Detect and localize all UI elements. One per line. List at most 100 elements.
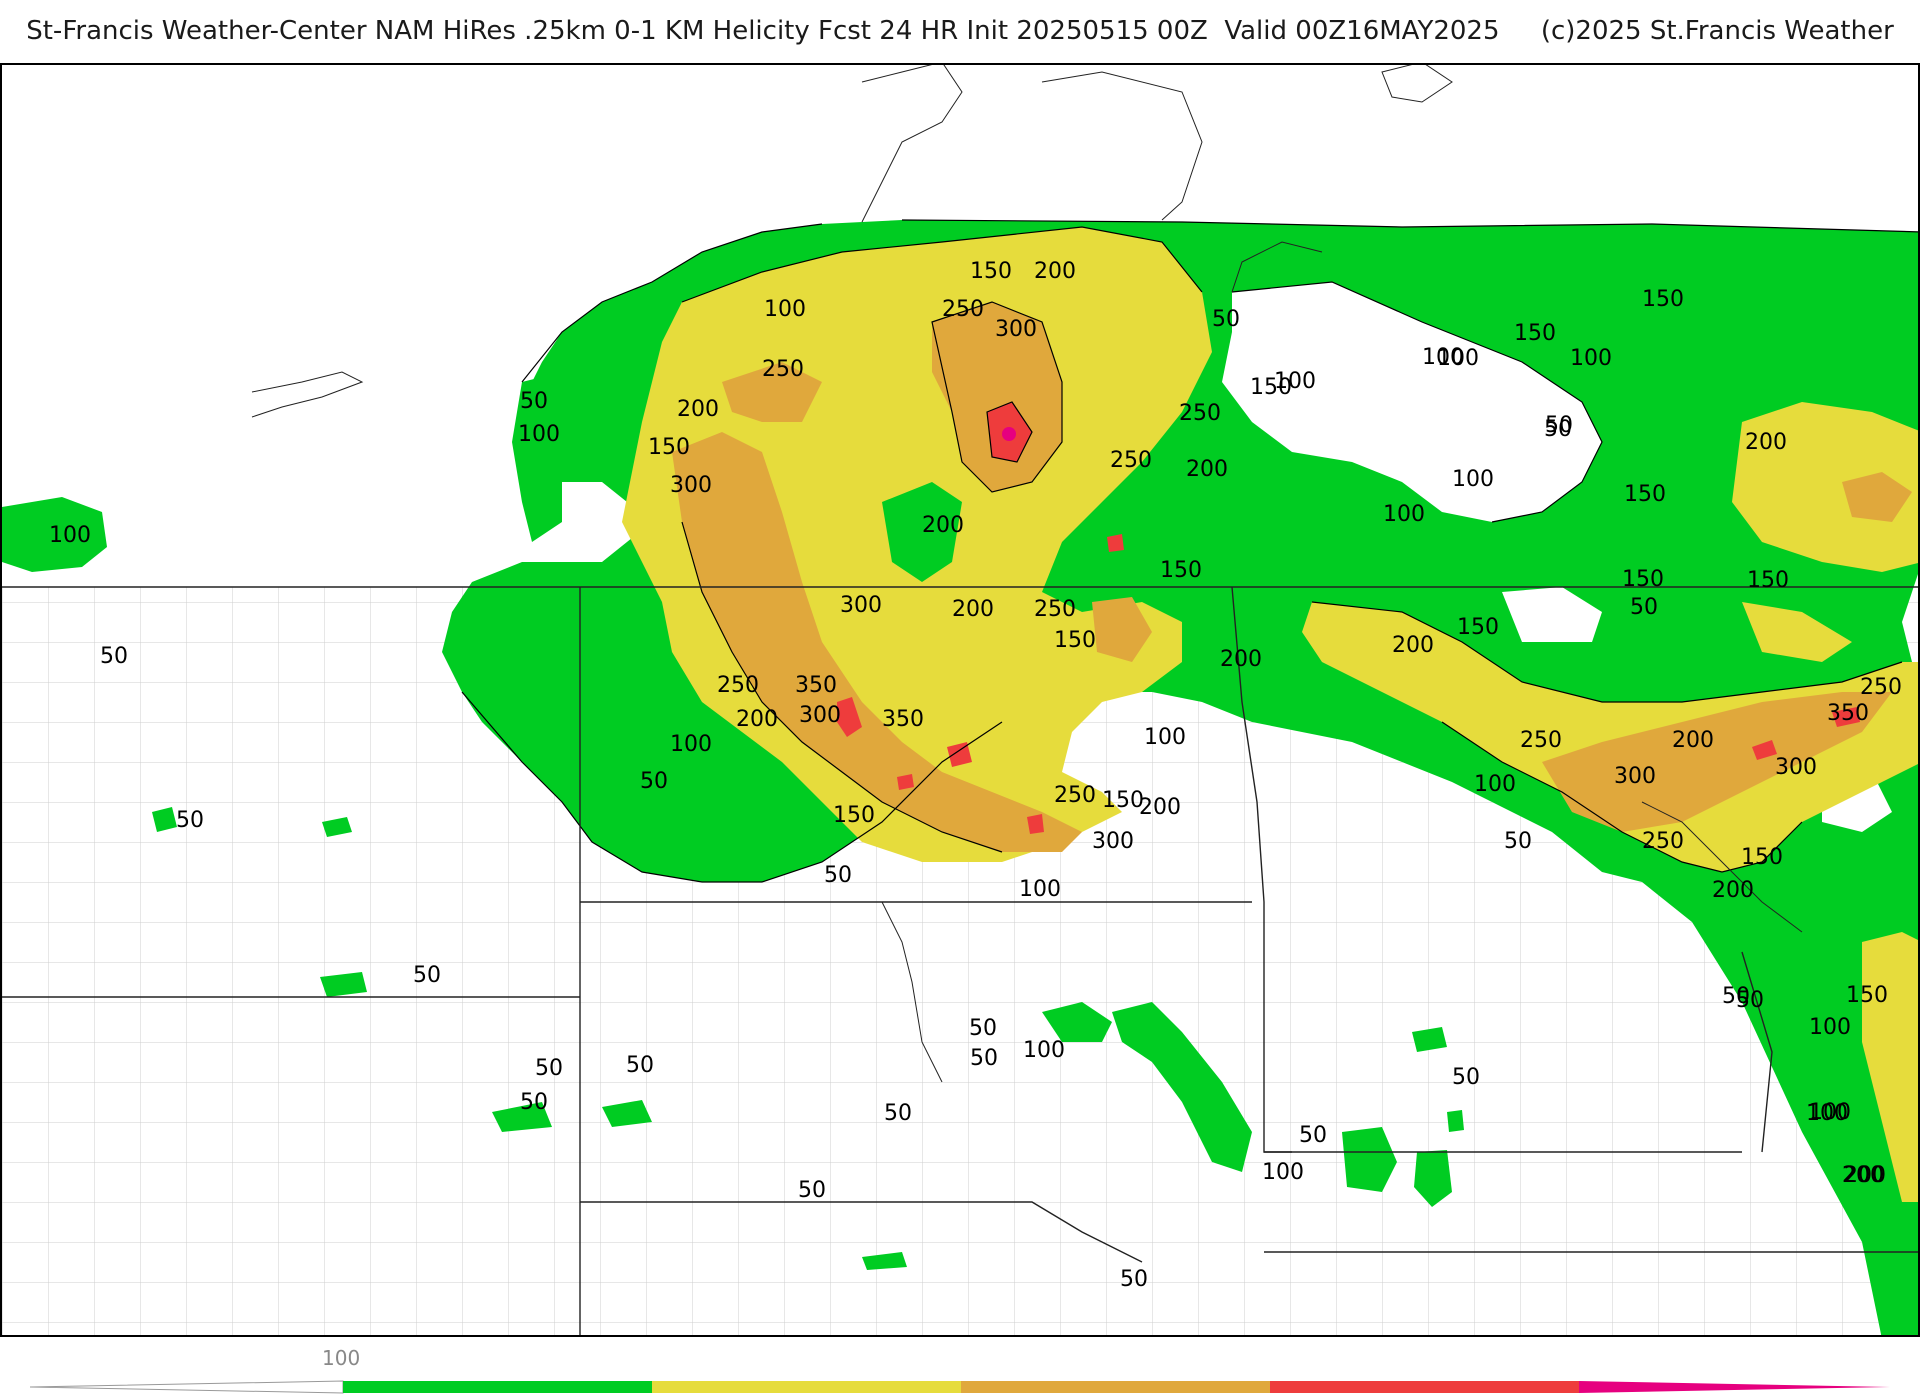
- contour-label: 200: [1672, 728, 1714, 753]
- shade-400-sw-2: [947, 742, 972, 767]
- legend-swatch-200: [652, 1381, 961, 1393]
- legend-label-100: 100: [322, 1346, 361, 1370]
- contour-label: 150: [1846, 983, 1888, 1008]
- shade-300-ne: [1842, 472, 1912, 522]
- shade-300-east-band: [1542, 692, 1892, 832]
- contour-label: 50: [798, 1178, 826, 1203]
- shade-200-se: [1862, 932, 1918, 1202]
- contour-label: 200: [952, 597, 994, 622]
- contour-label: 200: [1186, 457, 1228, 482]
- contour-label: 150: [648, 435, 690, 460]
- contour-label: 300: [840, 593, 882, 618]
- contour-label: 150: [1624, 482, 1666, 507]
- contour-label: 150: [833, 803, 875, 828]
- contour-label: 200: [1139, 795, 1181, 820]
- shade-400-east: [1752, 740, 1777, 760]
- border-mn-wi: [1741, 951, 1773, 1153]
- shade-100-mn-2: [1447, 1110, 1464, 1132]
- shade-300-sw: [672, 432, 1082, 852]
- shade-300-north: [932, 302, 1062, 492]
- contour-label: 150: [970, 259, 1012, 284]
- shade-100-ia-2: [1414, 1150, 1452, 1207]
- contour-label: 100: [670, 732, 712, 757]
- border-sd-ne: [580, 1201, 1143, 1263]
- contour-label: 100: [1474, 772, 1516, 797]
- shade-100-mt-1: [152, 807, 177, 832]
- shade-400-sw-4: [1027, 814, 1044, 834]
- contour-label: 100: [1019, 877, 1061, 902]
- contour-label: 50: [535, 1056, 563, 1081]
- contour-label: 250: [1642, 829, 1684, 854]
- contour-label: 300: [1775, 755, 1817, 780]
- shade-400-center: [1107, 534, 1124, 552]
- contour-label: 250: [762, 357, 804, 382]
- contour-label: 350: [882, 707, 924, 732]
- shade-400-sw-1: [837, 697, 862, 737]
- legend-swatch-500: [1579, 1381, 1890, 1393]
- contour-label: 250: [717, 673, 759, 698]
- shade-200-east-band: [1302, 602, 1918, 872]
- shade-300-center: [1092, 597, 1152, 662]
- contour-label: 200: [1392, 633, 1434, 658]
- contour-label: 100: [1274, 369, 1316, 394]
- legend-swatch-lt100: [30, 1380, 344, 1394]
- contour-label: 300: [799, 703, 841, 728]
- contour-label: 150: [1102, 788, 1144, 813]
- contour-label: 150: [1747, 568, 1789, 593]
- contour-label: 50: [884, 1101, 912, 1126]
- contour-label: 300: [1092, 829, 1134, 854]
- contour-label: 350: [1827, 701, 1869, 726]
- contour-label: 50: [1504, 829, 1532, 854]
- contour-lines: [461, 219, 1918, 883]
- contour-label: 100: [49, 523, 91, 548]
- shade-200-hole: [882, 482, 962, 582]
- contour-label: 150: [1741, 845, 1783, 870]
- shade-500-peak: [1002, 427, 1016, 441]
- shade-400-sw-3: [897, 774, 914, 790]
- shade-100-wy-2: [602, 1100, 652, 1127]
- border-nd-mn: [1231, 586, 1265, 903]
- contour-label: 200: [677, 397, 719, 422]
- shade-100-ia-1: [1342, 1127, 1397, 1192]
- legend-swatch-300: [961, 1381, 1270, 1393]
- contour-label: 150: [1054, 628, 1096, 653]
- contour-label: 50: [1452, 1065, 1480, 1090]
- color-scale-bar: [30, 1380, 1890, 1394]
- legend-swatch-400: [1270, 1381, 1579, 1393]
- contour-label: 100: [1809, 1100, 1851, 1125]
- contour-label: 50: [1722, 984, 1750, 1009]
- contour-label: 50: [640, 769, 668, 794]
- shade-hole-lake: [1222, 282, 1602, 522]
- contour-label: 50: [100, 644, 128, 669]
- contour-label: 200: [1844, 1163, 1886, 1188]
- contour-label: 250: [1179, 401, 1221, 426]
- contour-label: 100: [1383, 502, 1425, 527]
- contour-label: 100: [1809, 1015, 1851, 1040]
- contour-label: 50: [176, 808, 204, 833]
- contour-labels: 150 200 100 250 300 50 100 250 150 100 2…: [49, 259, 1902, 1292]
- contour-label: 100: [1570, 346, 1612, 371]
- contour-label: 50: [1212, 307, 1240, 332]
- shade-100-mt-2: [322, 817, 352, 837]
- contour-label: 200: [1712, 878, 1754, 903]
- shade-100-mn-1: [1412, 1027, 1447, 1052]
- contour-label: 50: [1120, 1267, 1148, 1292]
- shade-100-sd-1: [1112, 1002, 1252, 1172]
- contour-label: 100: [1437, 346, 1479, 371]
- contour-label: 250: [942, 297, 984, 322]
- shade-100-ne: [862, 1252, 907, 1270]
- contour-label: 150: [1457, 615, 1499, 640]
- map-panel: 150 200 100 250 300 50 100 250 150 100 2…: [0, 63, 1920, 1337]
- shade-100-west: [512, 372, 582, 542]
- contour-label: 100: [1023, 1038, 1065, 1063]
- contour-label: 200: [1842, 1163, 1884, 1188]
- contour-label: 50: [520, 389, 548, 414]
- contour-label: 200: [736, 707, 778, 732]
- contour-label: 100: [1262, 1160, 1304, 1185]
- color-legend: 100: [0, 1340, 1920, 1400]
- contour-label: 250: [1054, 783, 1096, 808]
- shade-100-mt-3: [320, 972, 367, 997]
- contour-label: 200: [1220, 647, 1262, 672]
- contour-label: 100: [518, 422, 560, 447]
- contour-label: 150: [1514, 321, 1556, 346]
